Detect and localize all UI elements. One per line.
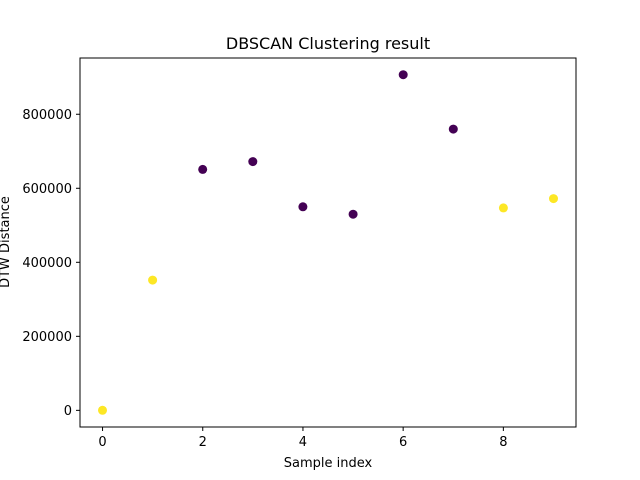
y-tick-label: 0 [64,404,72,419]
data-point-9 [549,194,558,204]
y-axis: 0 200000 400000 600000 800000 [22,108,80,419]
y-tick-label: 600000 [22,182,72,197]
y-axis-label: DTW Distance [0,196,13,288]
chart-title: DBSCAN Clustering result [226,34,430,53]
data-point-1 [148,275,158,285]
x-tick-label: 8 [499,435,507,450]
data-point-7 [448,124,458,134]
x-axis-label: Sample index [284,456,373,471]
data-point-3 [248,157,258,167]
points-layer [98,70,558,415]
x-axis: 0 2 4 6 8 [98,427,507,450]
data-point-5 [348,209,358,219]
data-point-4 [298,202,308,212]
x-tick-label: 6 [399,435,407,450]
plot-frame [79,57,577,428]
x-tick-label: 2 [199,435,207,450]
y-tick-label: 800000 [22,108,72,123]
y-tick-label: 400000 [22,256,72,271]
x-tick-label: 0 [98,435,106,450]
data-point-8 [498,203,508,213]
data-point-6 [398,70,408,80]
data-point-2 [198,164,208,174]
data-point-0 [98,405,107,415]
y-tick-label: 200000 [22,330,72,345]
x-tick-label: 4 [299,435,307,450]
